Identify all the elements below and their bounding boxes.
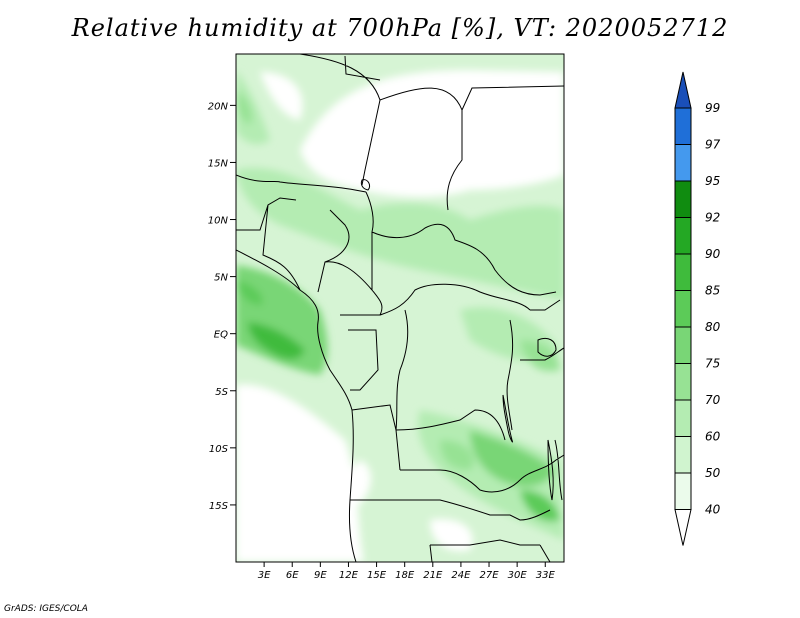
lat-tick-label: EQ: [214, 330, 228, 341]
colorbar-top-arrow: [674, 71, 692, 109]
lake-tanganyika: [502, 394, 513, 443]
lon-tick-label: 3E: [258, 570, 271, 581]
humidity-field: [236, 54, 564, 562]
colorbar-segment: [674, 472, 692, 510]
colorbar-segment: [674, 144, 692, 182]
lake-victoria: [537, 337, 557, 357]
lake-malawi: [547, 439, 554, 501]
colorbar: 40 50 60 70 75 80 85 90 92 95 97 99: [674, 71, 721, 546]
colorbar-label: 75: [705, 357, 720, 371]
colorbar-label: 60: [705, 430, 721, 444]
lat-tick-label: 15N: [208, 158, 229, 169]
borders: [236, 54, 564, 562]
lake-chad: [360, 179, 371, 191]
colorbar-label: 80: [705, 320, 721, 334]
lat-tick-label: 10N: [208, 216, 229, 227]
border-lines: [236, 54, 564, 562]
lon-tick-label: 18E: [395, 570, 415, 581]
map-frame: [235, 53, 565, 563]
lon-tick-label: 15E: [367, 570, 387, 581]
colorbar-segment: [674, 107, 692, 145]
colorbar-segment: [674, 399, 692, 437]
colorbar-segment: [674, 290, 692, 328]
colorbar-segment: [674, 217, 692, 255]
colorbar-label: 99: [705, 101, 720, 115]
lat-tick-label: 5S: [215, 387, 228, 398]
colorbar-segment: [674, 326, 692, 364]
colorbar-label: 70: [705, 393, 721, 407]
map-title: Relative humidity at 700hPa [%], VT: 202…: [71, 14, 729, 42]
colorbar-label: 90: [705, 247, 721, 261]
lon-tick-label: 12E: [339, 570, 359, 581]
colorbar-segment: [674, 363, 692, 401]
lat-tick-label: 5N: [214, 273, 228, 284]
lon-tick-label: 21E: [423, 570, 443, 581]
lon-tick-label: 6E: [286, 570, 299, 581]
lon-tick-label: 27E: [480, 570, 500, 581]
colorbar-segment: [674, 253, 692, 291]
latitude-axis: 20N 15N 10N 5N EQ 5S 10S 15S: [208, 101, 236, 512]
colorbar-segment: [674, 180, 692, 218]
credit-label: GrADS: IGES/COLA: [4, 604, 88, 614]
lon-tick-label: 24E: [451, 570, 471, 581]
lat-tick-label: 15S: [209, 501, 229, 512]
lon-tick-label: 33E: [536, 570, 556, 581]
colorbar-segment: [674, 436, 692, 474]
longitude-axis: 3E 6E 9E 12E 15E 18E 21E 24E 27E 30E 33E: [258, 562, 556, 581]
lon-tick-label: 9E: [314, 570, 327, 581]
colorbar-label: 97: [705, 138, 721, 152]
colorbar-label: 40: [705, 503, 721, 517]
colorbar-label: 85: [705, 284, 720, 298]
colorbar-label: 95: [705, 174, 720, 188]
colorbar-bottom-arrow: [674, 509, 692, 546]
lon-tick-label: 30E: [508, 570, 528, 581]
colorbar-label: 50: [705, 466, 721, 480]
lat-tick-label: 10S: [209, 444, 229, 455]
lat-tick-label: 20N: [208, 101, 229, 112]
colorbar-label: 92: [705, 211, 720, 225]
